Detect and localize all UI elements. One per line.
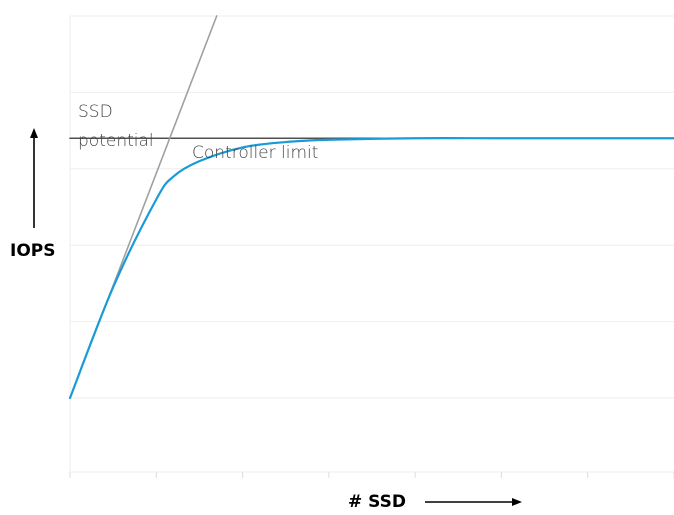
x-axis-title: # SSD	[348, 492, 406, 512]
series-lines	[68, 15, 674, 400]
ssd-potential-label-line1: SSD	[78, 102, 113, 122]
controller-limit-label: Controller limit	[192, 143, 318, 163]
x-axis-arrow	[425, 498, 522, 506]
grid	[69, 15, 674, 473]
y-axis-arrow	[30, 128, 38, 228]
y-axis-title: IOPS	[10, 241, 55, 261]
ssd-potential-label-line2: potential	[78, 131, 154, 151]
controller-line	[68, 137, 674, 400]
x-ticks	[69, 472, 674, 478]
